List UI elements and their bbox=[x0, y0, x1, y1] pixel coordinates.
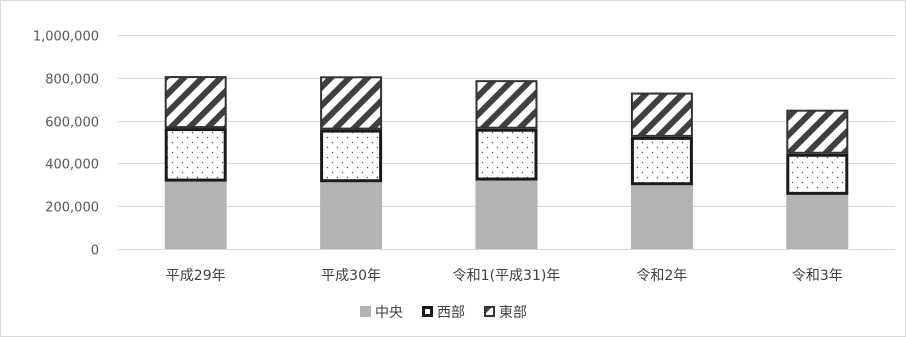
x-category-label: 令和2年 bbox=[636, 268, 687, 284]
x-axis-category-labels: 平成29年 平成30年 令和1(平成31)年 令和2年 令和3年 bbox=[166, 268, 843, 284]
bar-segment bbox=[320, 129, 383, 183]
y-tick-label: 200,000 bbox=[45, 201, 99, 216]
legend-label: 中央 bbox=[375, 305, 403, 321]
x-category-label: 平成30年 bbox=[321, 268, 381, 284]
bar-segment bbox=[164, 181, 227, 249]
legend-swatch bbox=[484, 306, 495, 317]
legend-swatch bbox=[422, 306, 433, 317]
bar-segment bbox=[786, 194, 849, 249]
y-tick-label: 600,000 bbox=[45, 116, 99, 131]
bar-segment bbox=[786, 109, 849, 154]
bar-segment bbox=[786, 153, 849, 195]
bar-segment bbox=[475, 80, 538, 129]
y-tick-label: 400,000 bbox=[45, 158, 99, 173]
x-category-label: 令和3年 bbox=[792, 268, 843, 284]
legend-swatch bbox=[360, 306, 371, 317]
x-category-label: 平成29年 bbox=[166, 268, 226, 284]
legend-label: 東部 bbox=[499, 305, 527, 321]
legend: 中央 西部 東部 bbox=[360, 305, 527, 321]
bar-segment bbox=[630, 92, 693, 137]
y-tick-label: 800,000 bbox=[45, 73, 99, 88]
bars bbox=[164, 76, 849, 249]
bar-segment bbox=[320, 76, 383, 130]
bar-segment bbox=[475, 180, 538, 249]
bar-segment bbox=[630, 185, 693, 249]
bar-segment bbox=[164, 128, 227, 182]
y-tick-label: 0 bbox=[91, 244, 99, 259]
y-tick-label: 1,000,000 bbox=[33, 30, 99, 45]
bar-segment bbox=[164, 76, 227, 129]
bar-segment bbox=[630, 136, 693, 186]
legend-label: 西部 bbox=[437, 305, 465, 321]
x-category-label: 令和1(平成31)年 bbox=[453, 268, 561, 284]
y-axis-tick-labels: 0 200,000 400,000 600,000 800,000 1,000,000 bbox=[33, 30, 99, 259]
bar-segment bbox=[320, 182, 383, 249]
bar-segment bbox=[475, 128, 538, 181]
